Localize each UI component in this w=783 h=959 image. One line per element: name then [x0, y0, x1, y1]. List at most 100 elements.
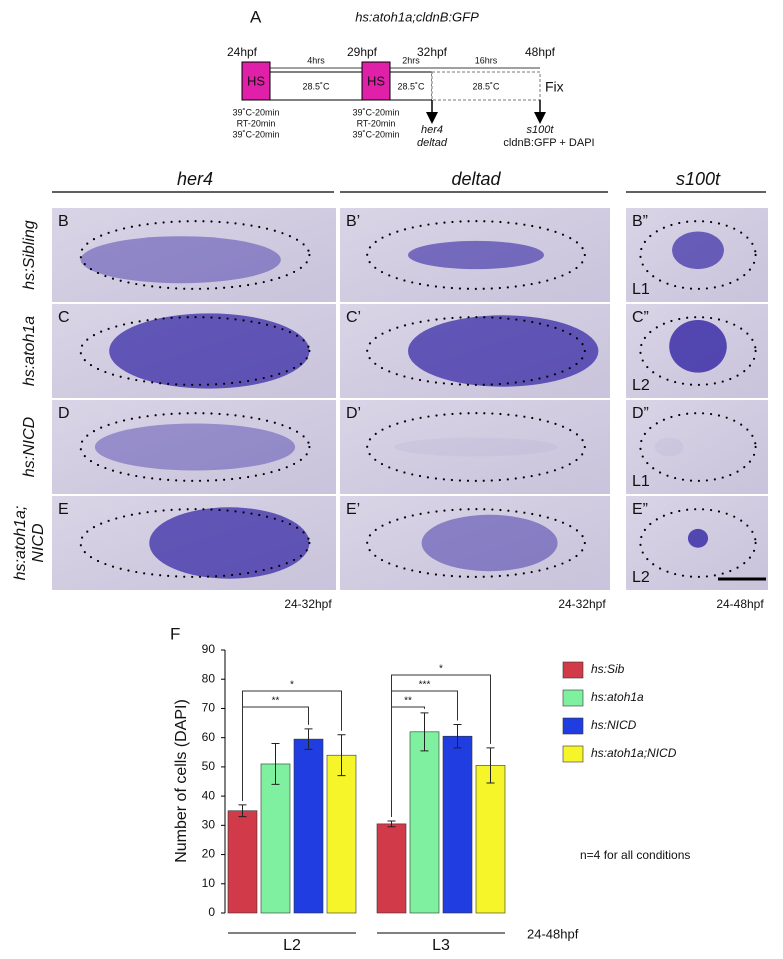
row-label: hs:atoh1a; — [12, 506, 29, 581]
fix: Fix — [545, 79, 564, 95]
micrograph — [52, 400, 336, 494]
outline — [79, 508, 311, 578]
panel-letter: E — [58, 501, 69, 518]
timeline-title: hs:atoh1a;cldnB:GFP — [355, 9, 479, 24]
micrograph — [340, 496, 610, 590]
readout: s100t — [527, 124, 555, 136]
row-label: NICD — [30, 523, 47, 563]
hs-label: HS — [367, 73, 385, 88]
time: 24hpf — [227, 45, 258, 59]
stain — [149, 507, 310, 579]
readout: cldnB:GFP + DAPI — [503, 137, 594, 149]
error-bar — [238, 804, 247, 818]
stain — [408, 240, 544, 270]
micrograph — [340, 400, 610, 494]
image-panels: her4 24-32hpf deltad 24-32hpf s100t 24-48hpf h… — [12, 169, 768, 611]
stain — [421, 514, 558, 572]
readout: deltad — [417, 137, 448, 149]
stain — [687, 528, 709, 548]
significance-bracket — [391, 674, 491, 817]
hs-box — [361, 61, 391, 101]
panel-letter: C” — [632, 309, 649, 326]
hs-condition: 39˚C-20min — [232, 129, 279, 139]
bar — [260, 763, 291, 914]
legend-swatch — [562, 745, 584, 763]
outline — [639, 220, 757, 290]
error-bar — [387, 820, 396, 828]
error-bar — [337, 734, 346, 777]
bar — [227, 810, 258, 914]
temp: 28.5˚C — [397, 81, 425, 91]
legend-swatch — [562, 717, 584, 735]
significance-label: *** — [419, 680, 431, 691]
error-bar — [304, 728, 313, 750]
column-header: her4 — [177, 169, 213, 189]
panel-letter: D’ — [346, 405, 361, 422]
panel-letter: B — [58, 213, 69, 230]
bar — [442, 735, 473, 914]
y-tick-label: 20 — [202, 847, 216, 861]
micrograph — [626, 400, 768, 494]
stain — [394, 437, 558, 457]
stain — [94, 423, 296, 471]
hs-condition: RT-20min — [237, 118, 276, 128]
y-axis-label: Number of cells (DAPI) — [173, 699, 190, 863]
legend-swatch — [562, 661, 584, 679]
category-label: L2 — [283, 937, 301, 954]
outline — [639, 316, 757, 386]
category-label: L3 — [432, 937, 450, 954]
outline — [639, 508, 757, 578]
legend-label: hs:atoh1a — [591, 690, 644, 704]
bar — [475, 765, 506, 914]
hs-box — [241, 61, 271, 101]
y-tick-label: 80 — [202, 671, 216, 685]
column-header: s100t — [676, 169, 721, 189]
outline — [639, 412, 757, 482]
y-tick-label: 60 — [202, 730, 216, 744]
outline — [79, 220, 311, 290]
panel-label: A — [250, 7, 262, 26]
time: 48hpf — [525, 45, 556, 59]
outline — [79, 412, 311, 482]
stain — [408, 315, 599, 387]
level-label: L2 — [632, 569, 650, 586]
significance-label: ** — [272, 696, 280, 707]
bar — [376, 823, 407, 914]
temp: 28.5˚C — [302, 81, 330, 91]
row-label: hs:atoh1a — [21, 316, 38, 386]
hs-label: HS — [247, 73, 265, 88]
y-tick-label: 30 — [202, 818, 216, 832]
level-label: L1 — [632, 473, 650, 490]
stain — [654, 437, 684, 457]
panel-letter: B” — [632, 213, 648, 230]
significance-label: * — [439, 664, 443, 675]
outline — [366, 508, 586, 578]
panel-letter: C — [58, 309, 70, 326]
stain — [672, 231, 724, 270]
readout: her4 — [421, 124, 443, 136]
level-label: L1 — [632, 281, 650, 298]
note: n=4 for all conditions — [580, 848, 690, 862]
panel-letter: E” — [632, 501, 648, 518]
panel-letter: D — [58, 405, 70, 422]
time: 32hpf — [417, 45, 448, 59]
significance-label: ** — [404, 696, 412, 707]
outline — [366, 220, 586, 290]
bar — [293, 738, 324, 914]
y-tick-label: 90 — [202, 642, 216, 656]
y-tick-label: 70 — [202, 701, 216, 715]
error-bar — [453, 724, 462, 749]
duration: 4hrs — [307, 55, 325, 65]
stain — [80, 236, 281, 284]
duration: 2hrs — [402, 55, 420, 65]
stage-label: 24-48hpf — [527, 926, 579, 941]
error-bar — [271, 743, 280, 785]
temp: 28.5˚C — [472, 81, 500, 91]
bar — [409, 731, 440, 914]
outline — [366, 316, 586, 386]
outline — [366, 412, 586, 482]
stain — [669, 319, 727, 373]
legend-swatch — [562, 689, 584, 707]
micrograph — [52, 208, 336, 302]
